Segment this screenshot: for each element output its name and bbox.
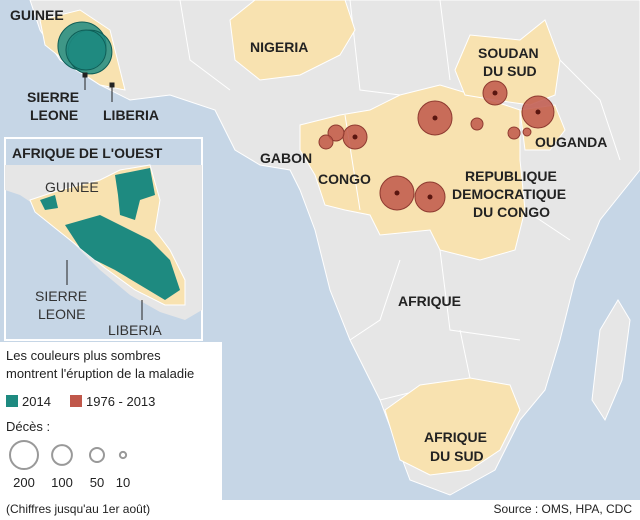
footer (0, 500, 640, 520)
leaders (82, 72, 115, 102)
legend-note-line: Les couleurs plus sombres (6, 348, 161, 363)
label: GUINEE (10, 7, 64, 23)
label-line: DU SUD (483, 63, 537, 79)
eruption-dot (352, 134, 358, 140)
legend-swatch (70, 395, 82, 407)
size-circle (88, 446, 106, 464)
label: SIERRE LEONE (27, 89, 79, 123)
label-line: AFRIQUE (424, 429, 487, 445)
inset-label: LIBERIA (108, 322, 162, 338)
label: LIBERIA (103, 107, 159, 123)
label-line: SOUDAN (478, 45, 539, 61)
legend-label: 2014 (22, 394, 51, 409)
label: CONGO (318, 171, 371, 187)
eruption-dot (394, 190, 400, 196)
label-line: LEONE (38, 306, 85, 322)
south-africa (384, 377, 521, 476)
size-label: 100 (51, 475, 73, 490)
footer-note: (Chiffres jusqu'au 1er août) (6, 502, 150, 516)
eruption-dot (432, 115, 438, 121)
label: OUGANDA (535, 134, 607, 150)
south-sudan (454, 19, 561, 106)
label-line: DU CONGO (473, 204, 550, 220)
label: AFRIQUE DU SUD (424, 429, 487, 464)
label: GABON (260, 150, 312, 166)
inset-label: GUINEE (45, 179, 99, 195)
label: NIGERIA (250, 39, 308, 55)
size-label: 50 (90, 475, 104, 490)
outbreak-circle (318, 134, 334, 150)
inset: AFRIQUE DE L'OUEST GUINEE SIERRE LEONE LI… (4, 137, 203, 341)
inset-outbreak-areas (40, 168, 180, 300)
legend-label: 1976 - 2013 (86, 394, 155, 409)
nigeria (229, 0, 356, 81)
legend-note: Les couleurs plus sombres montrent l'érup… (6, 348, 194, 381)
footer-source: Source : OMS, HPA, CDC (494, 502, 633, 516)
label-line: LEONE (30, 107, 78, 123)
size-circle (118, 450, 128, 460)
label-line: DU SUD (430, 448, 484, 464)
eruption-dot (535, 109, 541, 115)
label-line: DEMOCRATIQUE (452, 186, 566, 202)
label: SOUDAN DU SUD (478, 45, 539, 79)
size-circle (8, 439, 40, 471)
legend-deaths-title: Décès : (6, 419, 50, 434)
outbreaks (57, 21, 555, 213)
label-line: SIERRE (35, 288, 87, 304)
label-line: SIERRE (27, 89, 79, 105)
size-label: 200 (13, 475, 35, 490)
outbreak-circle (327, 124, 345, 142)
madagascar (591, 299, 631, 422)
eruption-dot (492, 90, 498, 96)
outbreak-circle (65, 29, 107, 71)
outbreak-circle (470, 117, 484, 131)
inset-title: AFRIQUE DE L'OUEST (12, 145, 163, 161)
legend-swatch (6, 395, 18, 407)
legend-panel (0, 342, 222, 500)
inset-label: SIERRE LEONE (35, 288, 87, 322)
label: AFRIQUE (398, 293, 461, 309)
size-circle (51, 444, 73, 466)
size-label: 10 (116, 475, 130, 490)
eruption-dot (427, 194, 433, 200)
outbreak-circle (522, 127, 532, 137)
label: REPUBLIQUE DEMOCRATIQUE DU CONGO (452, 168, 566, 220)
outbreak-circle (507, 126, 521, 140)
label-line: REPUBLIQUE (465, 168, 557, 184)
legend-note-line: montrent l'éruption de la maladie (6, 366, 194, 381)
size-legend: 200 100 50 10 (8, 439, 130, 490)
